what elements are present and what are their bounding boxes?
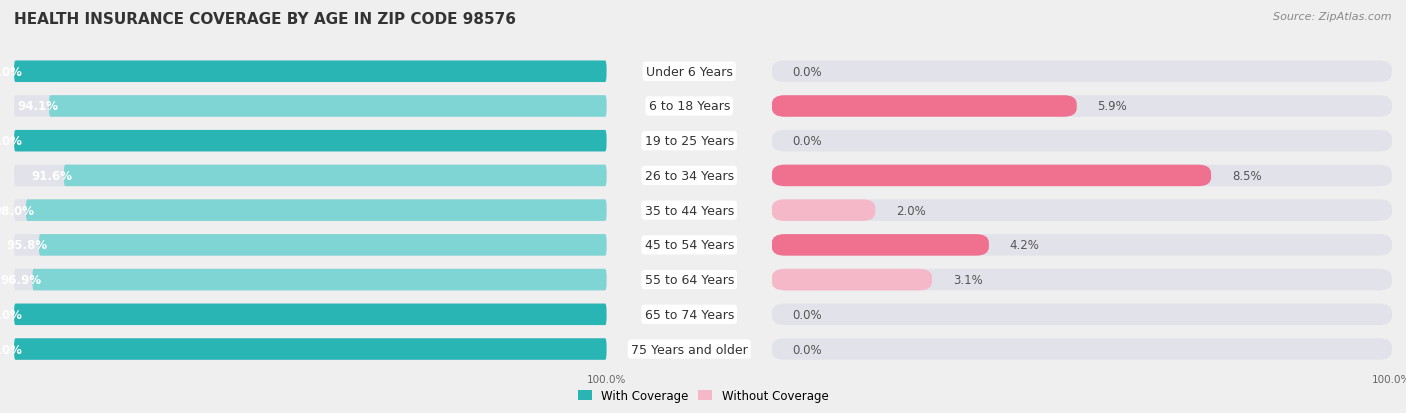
Text: 0.0%: 0.0% [793, 308, 823, 321]
Text: 100.0%: 100.0% [0, 135, 22, 148]
Text: 94.1%: 94.1% [17, 100, 58, 113]
FancyBboxPatch shape [14, 304, 606, 325]
FancyBboxPatch shape [14, 96, 606, 117]
FancyBboxPatch shape [14, 269, 606, 291]
Text: 45 to 54 Years: 45 to 54 Years [644, 239, 734, 252]
FancyBboxPatch shape [14, 338, 606, 360]
Text: 8.5%: 8.5% [1232, 169, 1261, 183]
Text: 96.9%: 96.9% [0, 273, 41, 286]
FancyBboxPatch shape [772, 131, 1392, 152]
Text: 4.2%: 4.2% [1010, 239, 1039, 252]
FancyBboxPatch shape [32, 269, 606, 291]
Text: 100.0%: 100.0% [0, 66, 22, 78]
Text: 5.9%: 5.9% [1098, 100, 1128, 113]
Text: 100.0%: 100.0% [0, 343, 22, 356]
Text: 100.0%: 100.0% [0, 308, 22, 321]
FancyBboxPatch shape [772, 165, 1392, 187]
FancyBboxPatch shape [772, 200, 1392, 221]
Text: 75 Years and older: 75 Years and older [631, 343, 748, 356]
FancyBboxPatch shape [772, 200, 875, 221]
FancyBboxPatch shape [25, 200, 606, 221]
FancyBboxPatch shape [772, 96, 1077, 117]
FancyBboxPatch shape [14, 131, 606, 152]
FancyBboxPatch shape [772, 235, 1392, 256]
Text: 26 to 34 Years: 26 to 34 Years [645, 169, 734, 183]
Text: 19 to 25 Years: 19 to 25 Years [644, 135, 734, 148]
Text: 35 to 44 Years: 35 to 44 Years [644, 204, 734, 217]
Text: 2.0%: 2.0% [896, 204, 925, 217]
FancyBboxPatch shape [14, 200, 606, 221]
FancyBboxPatch shape [772, 165, 1211, 187]
FancyBboxPatch shape [14, 165, 606, 187]
Text: Source: ZipAtlas.com: Source: ZipAtlas.com [1274, 12, 1392, 22]
FancyBboxPatch shape [14, 62, 606, 83]
Text: 6 to 18 Years: 6 to 18 Years [648, 100, 730, 113]
Text: 3.1%: 3.1% [953, 273, 983, 286]
FancyBboxPatch shape [772, 338, 1392, 360]
Text: 98.0%: 98.0% [0, 204, 35, 217]
FancyBboxPatch shape [14, 131, 606, 152]
Text: 0.0%: 0.0% [793, 343, 823, 356]
Text: 65 to 74 Years: 65 to 74 Years [644, 308, 734, 321]
FancyBboxPatch shape [14, 62, 606, 83]
Text: HEALTH INSURANCE COVERAGE BY AGE IN ZIP CODE 98576: HEALTH INSURANCE COVERAGE BY AGE IN ZIP … [14, 12, 516, 27]
Text: 91.6%: 91.6% [32, 169, 73, 183]
FancyBboxPatch shape [63, 165, 606, 187]
FancyBboxPatch shape [14, 304, 606, 325]
FancyBboxPatch shape [49, 96, 606, 117]
Text: 55 to 64 Years: 55 to 64 Years [644, 273, 734, 286]
Text: 0.0%: 0.0% [793, 135, 823, 148]
FancyBboxPatch shape [772, 269, 1392, 291]
FancyBboxPatch shape [772, 96, 1392, 117]
FancyBboxPatch shape [772, 304, 1392, 325]
FancyBboxPatch shape [772, 235, 988, 256]
FancyBboxPatch shape [39, 235, 606, 256]
Text: 0.0%: 0.0% [793, 66, 823, 78]
FancyBboxPatch shape [14, 235, 606, 256]
FancyBboxPatch shape [14, 338, 606, 360]
Text: Under 6 Years: Under 6 Years [645, 66, 733, 78]
Legend: With Coverage, Without Coverage: With Coverage, Without Coverage [572, 385, 834, 407]
FancyBboxPatch shape [772, 269, 932, 291]
Text: 95.8%: 95.8% [7, 239, 48, 252]
FancyBboxPatch shape [772, 62, 1392, 83]
